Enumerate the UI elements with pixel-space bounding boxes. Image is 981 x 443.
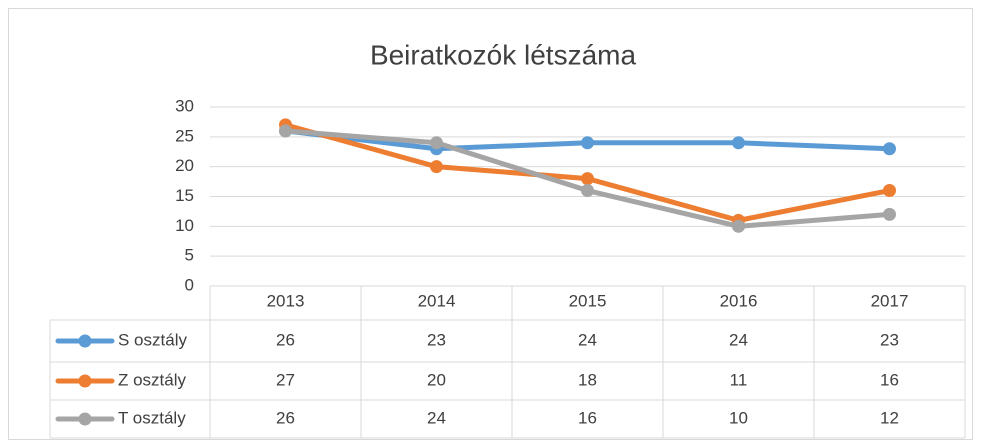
x-tick-label: 2013 [267, 291, 305, 310]
y-tick-label: 10 [175, 216, 194, 235]
chart-border [8, 8, 973, 440]
data-point [430, 160, 443, 174]
data-point [430, 136, 443, 150]
data-point [581, 172, 594, 186]
y-tick-label: 0 [185, 275, 194, 294]
table-value: 18 [578, 370, 597, 389]
data-point [883, 184, 896, 198]
table-value: 24 [427, 408, 446, 427]
table-value: 23 [880, 330, 899, 349]
table-value: 11 [730, 370, 748, 389]
legend-label: T osztály [118, 408, 186, 427]
data-point [732, 136, 745, 150]
data-point [883, 142, 896, 156]
legend-label: Z osztály [118, 370, 187, 389]
legend-key-marker [78, 374, 92, 388]
table-value: 10 [729, 408, 748, 427]
table-value: 27 [276, 370, 295, 389]
data-point [883, 207, 896, 221]
y-tick-label: 25 [175, 126, 194, 145]
table-value: 20 [427, 370, 446, 389]
legend-label: S osztály [118, 330, 187, 349]
y-tick-label: 5 [185, 246, 194, 265]
y-tick-label: 20 [175, 156, 194, 175]
data-point [732, 219, 745, 233]
legend-key-marker [78, 334, 92, 348]
table-value: 16 [578, 408, 597, 427]
data-point [581, 184, 594, 198]
table-value: 24 [729, 330, 748, 349]
y-tick-label: 15 [175, 186, 194, 205]
table-value: 23 [427, 330, 446, 349]
x-tick-label: 2017 [871, 291, 909, 310]
data-point [279, 124, 292, 138]
legend-key-marker [78, 412, 92, 426]
x-tick-label: 2014 [418, 291, 456, 310]
table-value: 24 [578, 330, 597, 349]
table-value: 26 [276, 408, 295, 427]
table-value: 12 [880, 408, 899, 427]
table-value: 16 [880, 370, 899, 389]
data-point [581, 136, 594, 150]
x-tick-label: 2015 [569, 291, 607, 310]
y-tick-label: 30 [175, 96, 194, 115]
chart-title: Beiratkozók létszáma [370, 39, 637, 70]
table-value: 26 [276, 330, 295, 349]
x-tick-label: 2016 [720, 291, 758, 310]
